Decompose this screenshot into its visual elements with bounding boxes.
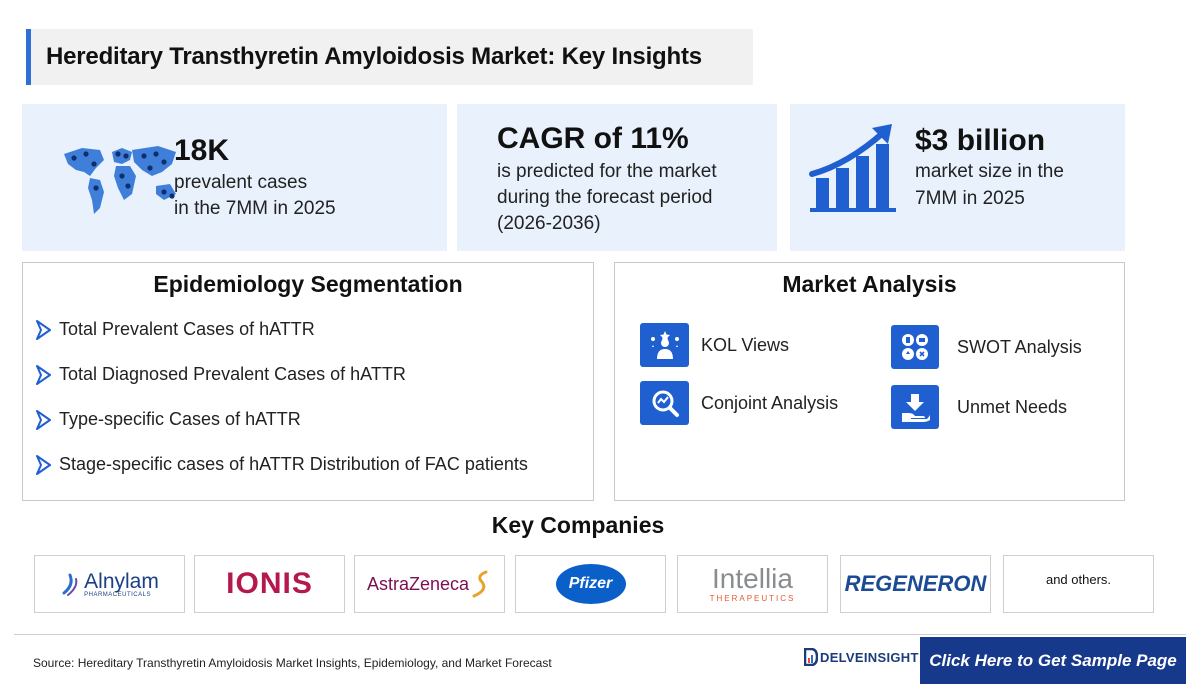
- epidemiology-title: Epidemiology Segmentation: [153, 271, 463, 297]
- stat-line: 7MM in 2025: [915, 188, 1025, 209]
- market-analysis-item-swot: SWOT Analysis: [891, 325, 1082, 369]
- delveinsight-icon: [804, 648, 818, 666]
- stat-card-cagr: CAGR of 11% is predicted for the market …: [457, 104, 777, 251]
- logo-others: and others.: [1003, 555, 1154, 613]
- list-item-label: Stage-specific cases of hATTR Distributi…: [59, 454, 528, 474]
- logo-text: AstraZeneca: [366, 573, 470, 594]
- footer-divider: [14, 634, 1186, 635]
- pfizer-oval: Pfizer: [555, 564, 626, 604]
- market-analysis-item-conjoint: Conjoint Analysis: [640, 381, 838, 425]
- market-analysis-item-unmet-needs: Unmet Needs: [891, 385, 1067, 429]
- stat-line: prevalent cases: [174, 172, 308, 193]
- delveinsight-logo: DELVEINSIGHT: [804, 648, 919, 666]
- epidemiology-segmentation-panel: Epidemiology Segmentation Total Prevalen…: [22, 262, 594, 501]
- title-bar: Hereditary Transthyretin Amyloidosis Mar…: [26, 29, 753, 85]
- stat-line: during the forecast period: [497, 187, 713, 208]
- swot-icon: [891, 325, 939, 369]
- world-map-icon: [64, 146, 176, 214]
- logo-subtext: PHARMACEUTICALS: [84, 591, 151, 598]
- logo-pfizer: Pfizer: [515, 555, 666, 613]
- market-analysis-label: Unmet Needs: [957, 396, 1068, 417]
- market-analysis-title: Market Analysis: [782, 271, 957, 297]
- chevron-right-icon: [36, 319, 51, 340]
- brand-text: DELVEINSIGHT: [820, 649, 919, 665]
- stat-card-market-size: $3 billion market size in the 7MM in 202…: [790, 104, 1125, 251]
- logo-text: Intellia: [712, 563, 793, 594]
- market-analysis-item-kol-views: KOL Views: [640, 323, 789, 367]
- chevron-right-icon: [36, 364, 51, 385]
- chevron-right-icon: [36, 409, 51, 430]
- list-item: Total Prevalent Cases of hATTR: [35, 319, 315, 340]
- cta-label[interactable]: Click Here to Get Sample Page: [929, 650, 1177, 670]
- kol-icon: [640, 323, 689, 367]
- stat-headline: $3 billion: [915, 124, 1046, 157]
- unmet-needs-icon: [891, 385, 939, 429]
- list-item: Stage-specific cases of hATTR Distributi…: [35, 454, 528, 475]
- stat-line: market size in the: [915, 161, 1064, 182]
- chevron-right-icon: [36, 454, 51, 475]
- list-item-label: Total Diagnosed Prevalent Cases of hATTR: [59, 364, 406, 384]
- list-item: Total Diagnosed Prevalent Cases of hATTR: [35, 364, 406, 385]
- logo-text: Pfizer: [568, 575, 613, 592]
- logo-subtext: THERAPEUTICS: [709, 594, 796, 603]
- market-analysis-label: KOL Views: [701, 334, 790, 355]
- logo-regeneron: REGENERON: [840, 555, 991, 613]
- stat-line: in the 7MM in 2025: [174, 198, 336, 219]
- astrazeneca-swirl-icon: [472, 570, 488, 598]
- logo-text: IONIS: [226, 567, 313, 600]
- logo-ionis: IONIS: [194, 555, 345, 613]
- market-analysis-label: Conjoint Analysis: [701, 392, 839, 413]
- stat-card-prevalent-cases: 18K prevalent cases in the 7MM in 2025: [22, 104, 447, 251]
- stat-headline: CAGR of 11%: [497, 122, 689, 155]
- source-text: Source: Hereditary Transthyretin Amyloid…: [33, 656, 552, 670]
- stat-line: (2026-2036): [497, 213, 601, 234]
- market-analysis-panel: Market Analysis KOL Views SWOT Analysis …: [614, 262, 1125, 501]
- stat-headline: 18K: [174, 134, 230, 167]
- growth-chart-icon: [809, 124, 896, 212]
- conjoint-analysis-icon: [640, 381, 689, 425]
- page-title: Hereditary Transthyretin Amyloidosis Mar…: [46, 43, 702, 70]
- list-item: Type-specific Cases of hATTR: [35, 409, 301, 430]
- key-companies-title: Key Companies: [491, 512, 665, 538]
- get-sample-page-button[interactable]: Click Here to Get Sample Page: [920, 637, 1186, 684]
- list-item-label: Total Prevalent Cases of hATTR: [59, 319, 315, 339]
- list-item-label: Type-specific Cases of hATTR: [59, 409, 301, 429]
- market-analysis-label: SWOT Analysis: [957, 336, 1082, 357]
- alnylam-swirl-icon: [62, 573, 78, 596]
- logo-text: REGENERON: [844, 571, 987, 596]
- logo-intellia: Intellia THERAPEUTICS: [677, 555, 828, 613]
- stat-line: is predicted for the market: [497, 161, 717, 182]
- logo-text: Alnylam: [84, 569, 159, 593]
- others-text: and others.: [1045, 572, 1112, 587]
- logo-astrazeneca: AstraZeneca: [354, 555, 505, 613]
- logo-alnylam: Alnylam PHARMACEUTICALS: [34, 555, 185, 613]
